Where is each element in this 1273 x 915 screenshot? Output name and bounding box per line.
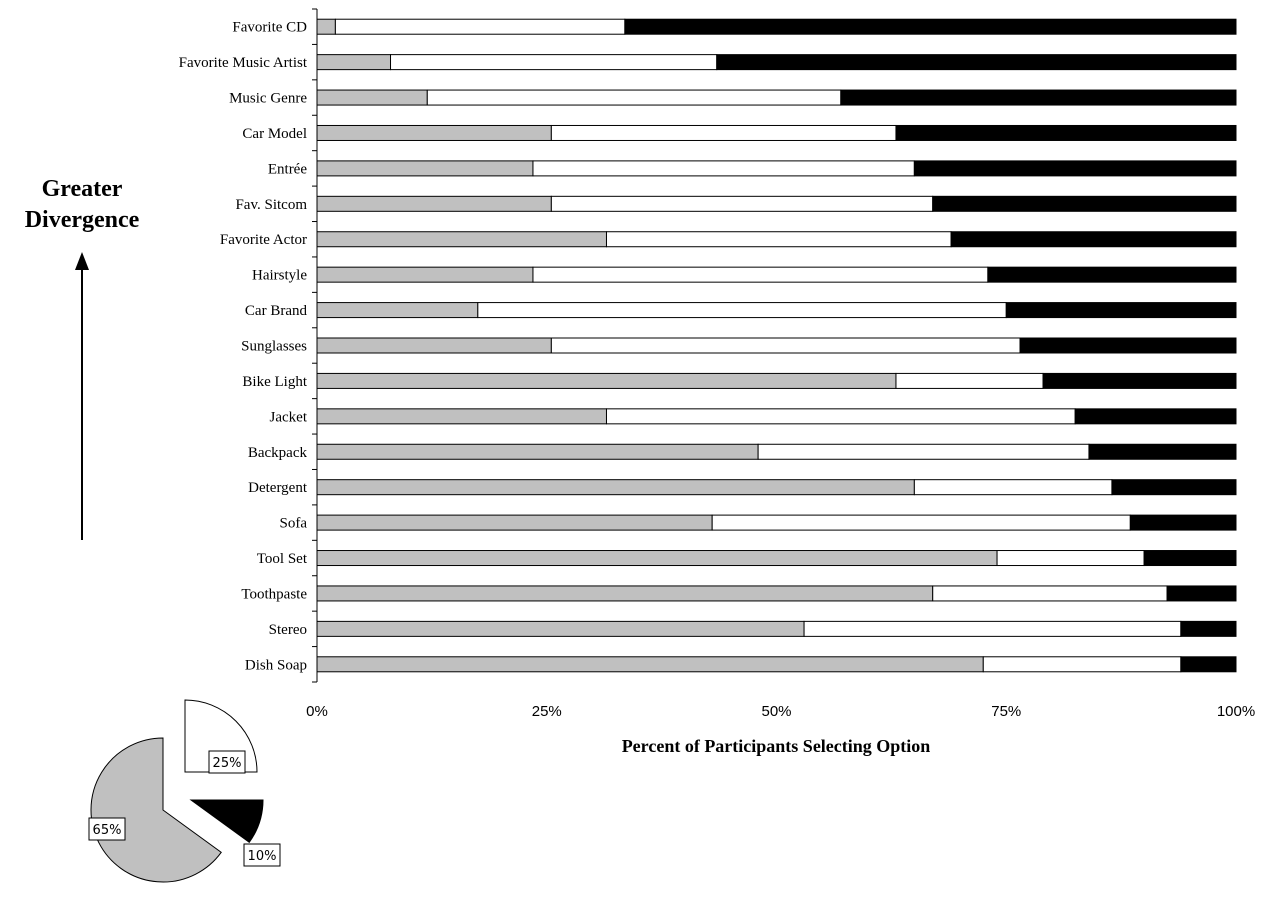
bar-segment (390, 54, 718, 71)
pie-layer: 65% 25% 10% (88, 699, 281, 883)
side-label-line2: Divergence (25, 207, 140, 233)
x-tick-label: 50% (761, 703, 791, 720)
bar-segment (1111, 479, 1237, 496)
bar-segment (982, 656, 1182, 673)
bar-segment (1166, 585, 1237, 602)
bar-segment (550, 337, 1021, 354)
bar-segment (1129, 514, 1237, 531)
bar-segment (711, 514, 1131, 531)
bar-segment (316, 302, 479, 319)
bar-segment (316, 231, 607, 248)
category-label: Car Model (242, 126, 307, 142)
x-tick-label: 25% (532, 703, 562, 720)
pie-label: 10% (248, 849, 277, 864)
bar-segment (316, 89, 428, 106)
bar-segment (716, 54, 1237, 71)
bar-segment (316, 620, 805, 637)
bar-segment (426, 89, 842, 106)
bar-segment (932, 195, 1237, 212)
bar-segment (1180, 620, 1237, 637)
bar-segment (532, 266, 989, 283)
category-label: Tool Set (257, 551, 308, 567)
bar-segment (316, 266, 534, 283)
category-label: Hairstyle (252, 268, 307, 284)
pie-label: 25% (213, 756, 242, 771)
bar-segment (1143, 550, 1237, 567)
bar-segment (316, 408, 607, 425)
bar-segment (987, 266, 1237, 283)
bar-segment (477, 302, 1007, 319)
bar-segment (316, 195, 552, 212)
bar-segment (316, 656, 984, 673)
x-tick-label: 75% (991, 703, 1021, 720)
bar-segment (996, 550, 1145, 567)
bar-segment (895, 372, 1044, 389)
category-label: Dish Soap (245, 657, 307, 673)
bar-segment (316, 337, 552, 354)
bar-segment (1088, 443, 1237, 460)
x-tick-label: 100% (1217, 703, 1255, 720)
side-label-line1: Greater (42, 176, 123, 202)
axis-layer: Favorite CD Favorite Music Artist Music Ge… (179, 8, 1255, 720)
bar-segment (334, 18, 626, 35)
category-label: Backpack (248, 445, 308, 461)
bar-segment (1005, 302, 1237, 319)
bar-segment (624, 18, 1237, 35)
bar-segment (316, 514, 713, 531)
bar-segment (316, 585, 934, 602)
pie-slice (90, 737, 222, 883)
category-label: Sofa (280, 516, 308, 532)
pie-label-box (208, 750, 246, 774)
bar-segment (550, 124, 897, 141)
bar-segment (605, 231, 952, 248)
bar-segment (1019, 337, 1237, 354)
bar-segment (913, 160, 1237, 177)
bar-segment (550, 195, 934, 212)
pie-label-box (243, 843, 281, 867)
category-label: Music Genre (229, 91, 307, 107)
category-label: Toothpaste (241, 586, 307, 602)
bar-segment (1042, 372, 1237, 389)
bar-segment (840, 89, 1237, 106)
bar-segment (1180, 656, 1237, 673)
category-label: Favorite CD (232, 20, 307, 36)
category-label: Car Brand (245, 303, 308, 319)
bar-segment (316, 372, 897, 389)
bar-segment (532, 160, 915, 177)
bar-segment (316, 160, 534, 177)
category-label: Favorite Actor (220, 232, 307, 248)
category-label: Favorite Music Artist (179, 55, 308, 71)
bars-layer (316, 18, 1237, 673)
category-label: Detergent (248, 480, 308, 496)
bar-segment (316, 550, 998, 567)
pie-label: 65% (93, 823, 122, 838)
category-label: Fav. Sitcom (235, 197, 307, 213)
bar-segment (932, 585, 1168, 602)
pie-slice (189, 799, 264, 844)
bar-segment (895, 124, 1237, 141)
x-tick-label: 0% (306, 703, 328, 720)
bar-segment (316, 479, 915, 496)
bar-segment (316, 124, 552, 141)
bar-segment (1074, 408, 1237, 425)
category-label: Sunglasses (241, 339, 307, 355)
bar-segment (316, 54, 392, 71)
bar-segment (950, 231, 1237, 248)
pie-label-box (88, 817, 126, 841)
bar-segment (316, 443, 759, 460)
bar-segment (605, 408, 1076, 425)
category-label: Bike Light (242, 374, 307, 390)
x-axis-title: Percent of Participants Selecting Option (622, 736, 931, 756)
divergence-arrow-head (75, 252, 89, 270)
bar-segment (803, 620, 1182, 637)
category-label: Entrée (268, 161, 307, 177)
bar-segment (316, 18, 336, 35)
category-label: Jacket (270, 409, 308, 425)
bar-segment (913, 479, 1113, 496)
bar-segment (757, 443, 1090, 460)
category-label: Stereo (269, 622, 307, 638)
